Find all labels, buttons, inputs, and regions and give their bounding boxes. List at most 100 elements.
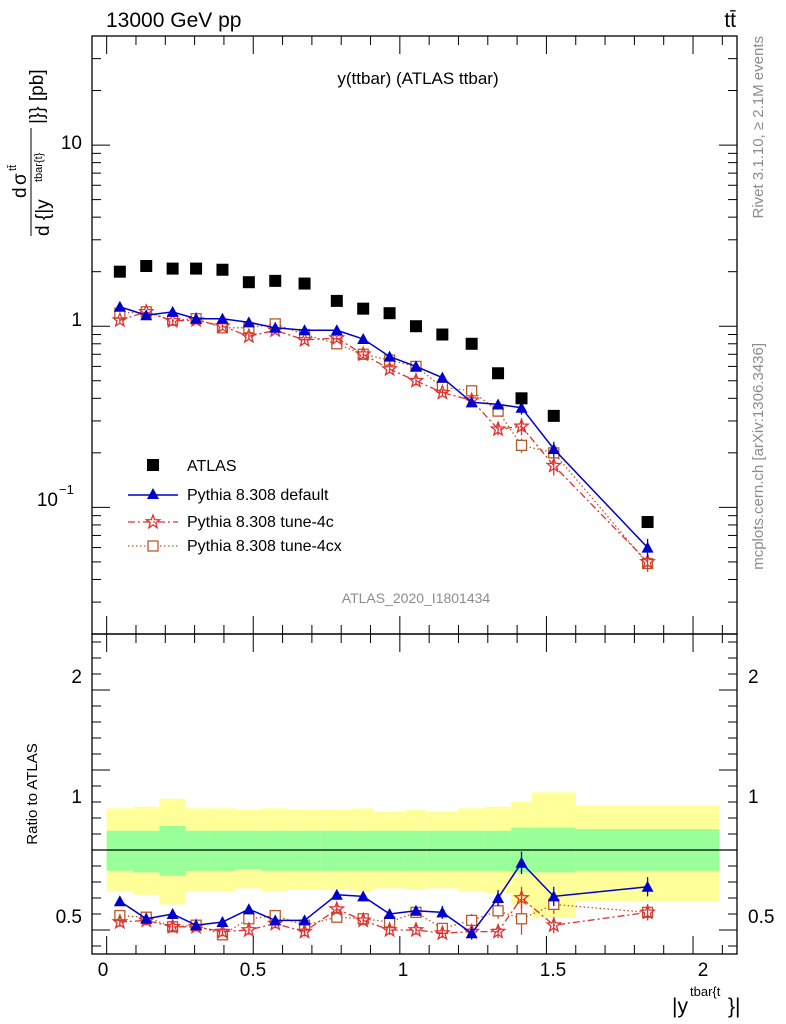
legend-label-atlas: ATLAS: [187, 458, 237, 475]
main-point-data: [383, 307, 396, 320]
main-point-default: [330, 324, 343, 336]
ratio-y-tick-left-0.5: 0.5: [56, 907, 82, 928]
ratio-y-tick-left-1: 1: [71, 787, 82, 808]
legend-label-default: Pythia 8.308 default: [187, 487, 329, 504]
ylabel-den: d {|y: [33, 199, 54, 236]
ratio-point-default: [140, 912, 153, 924]
main-plot-title: y(ttbar) (ATLAS ttbar): [337, 69, 498, 88]
x-axis-label-main: |y: [672, 995, 688, 1018]
ylabel-den-close: |}} [pb]: [27, 69, 48, 124]
ratio-point-default: [190, 919, 203, 931]
legend-item-tune4c: Pythia 8.308 tune-4c: [128, 513, 334, 531]
main-point-data: [140, 259, 153, 272]
legend-marker-tune4c: [144, 513, 162, 530]
main-point-data: [330, 294, 343, 307]
mcplots-label: mcplots.cern.ch [arXiv:1306.3436]: [750, 343, 767, 570]
main-point-tune4c: [214, 317, 231, 334]
ratio-band-inner: [262, 830, 289, 871]
x-axis-label-close: }|: [728, 995, 740, 1018]
main-point-data: [113, 265, 126, 278]
ratio-band-inner: [352, 830, 374, 871]
ratio-point-default: [515, 856, 528, 868]
main-point-default: [492, 398, 505, 410]
main-point-data: [166, 262, 179, 275]
x-tick-label-1.5: 1.5: [540, 960, 566, 981]
x-tick-label-0: 0: [98, 960, 109, 981]
legend-item-default: Pythia 8.308 default: [128, 487, 329, 504]
ratio-point-default: [492, 892, 505, 903]
main-axis-ticks: [92, 35, 737, 635]
main-point-data: [357, 302, 370, 315]
main-point-tune4c: [240, 327, 258, 344]
y-tick-label-1: 1: [71, 310, 82, 331]
main-line-tune4cx: [119, 311, 649, 564]
legend-label-tune4cx: Pythia 8.308 tune-4cx: [187, 538, 342, 555]
ratio-y-tick-right-0.5: 0.5: [748, 907, 774, 928]
main-point-tune4c: [354, 345, 372, 362]
ratio-point-default: [465, 927, 478, 939]
ratio-plot-area: [92, 792, 737, 941]
ratio-y-tick-left-2: 2: [71, 667, 82, 688]
x-axis-label: |y tbar{t }|: [672, 984, 740, 1018]
ratio-line-tune4c: [119, 897, 648, 934]
ratio-band-inner: [288, 830, 321, 871]
main-point-tune4cx: [466, 385, 478, 397]
ratio-point-default: [330, 888, 343, 900]
ratio-point-default: [298, 914, 311, 926]
ratio-band-inner: [320, 830, 353, 871]
main-point-tune4cx: [515, 439, 528, 451]
main-point-data: [547, 409, 560, 422]
main-point-default: [641, 541, 654, 553]
main-point-data: [216, 263, 229, 276]
ratio-point-tune4c: [433, 924, 451, 941]
ratio-point-default: [166, 908, 179, 919]
main-point-tune4c: [328, 329, 346, 346]
ratio-line-tune4cx: [119, 903, 648, 936]
main-point-data: [436, 328, 449, 341]
x-tick-label-0.5: 0.5: [240, 960, 266, 981]
main-point-tune4c: [381, 360, 398, 377]
ratio-point-tune4c: [639, 903, 656, 920]
main-point-default: [383, 350, 396, 362]
main-point-data: [269, 274, 282, 287]
ratio-band-inner: [426, 830, 459, 871]
main-point-default: [465, 396, 478, 408]
y-tick-label-0.1-exponent: −1: [59, 482, 74, 497]
ratio-point-tune4cx: [492, 905, 504, 917]
main-point-default: [357, 333, 370, 345]
ratio-point-default: [113, 895, 126, 907]
ratio-point-default: [547, 890, 560, 902]
ratio-band-inner: [458, 830, 485, 871]
main-point-data: [465, 337, 478, 350]
main-point-default: [409, 360, 422, 372]
main-point-data: [190, 262, 203, 275]
ratio-band-inner: [484, 830, 512, 871]
legend-marker-default: [147, 488, 159, 499]
ratio-point-default: [436, 906, 449, 918]
ratio-plot-panel: 2 1 0.5 2 1 0.5 Ratio to ATLAS 0 0.5 1 1…: [24, 633, 774, 1018]
ratio-point-tune4c: [111, 913, 129, 930]
ratio-band-inner: [185, 830, 210, 871]
ratio-point-default: [357, 890, 370, 902]
main-point-data: [409, 320, 422, 333]
ratio-point-tune4c: [407, 921, 425, 938]
rivet-version-label: Rivet 3.1.10, ≥ 2.1M events: [750, 36, 767, 219]
ratio-point-tune4c: [240, 921, 258, 938]
ylabel-den-sup: tbar{t}: [33, 152, 45, 182]
ratio-point-tune4c: [214, 922, 231, 939]
ratio-point-tune4c: [266, 914, 284, 931]
main-point-default: [298, 324, 311, 336]
main-point-tune4c: [639, 553, 656, 570]
main-point-tune4c: [111, 311, 129, 328]
legend-item-tune4cx: Pythia 8.308 tune-4cx: [128, 538, 342, 555]
ratio-axis-ticks: [92, 634, 737, 954]
main-y-axis-label: |}} [pb] d σ tt̄ d {|y tbar{t}: [7, 69, 54, 236]
ratio-point-tune4c: [545, 916, 563, 933]
main-point-tune4c: [296, 331, 313, 348]
main-point-tune4c: [164, 312, 182, 329]
ratio-point-default: [269, 914, 282, 926]
main-point-default: [113, 300, 126, 312]
ratio-point-tune4c: [513, 889, 530, 906]
ratio-band-inner: [159, 826, 186, 876]
